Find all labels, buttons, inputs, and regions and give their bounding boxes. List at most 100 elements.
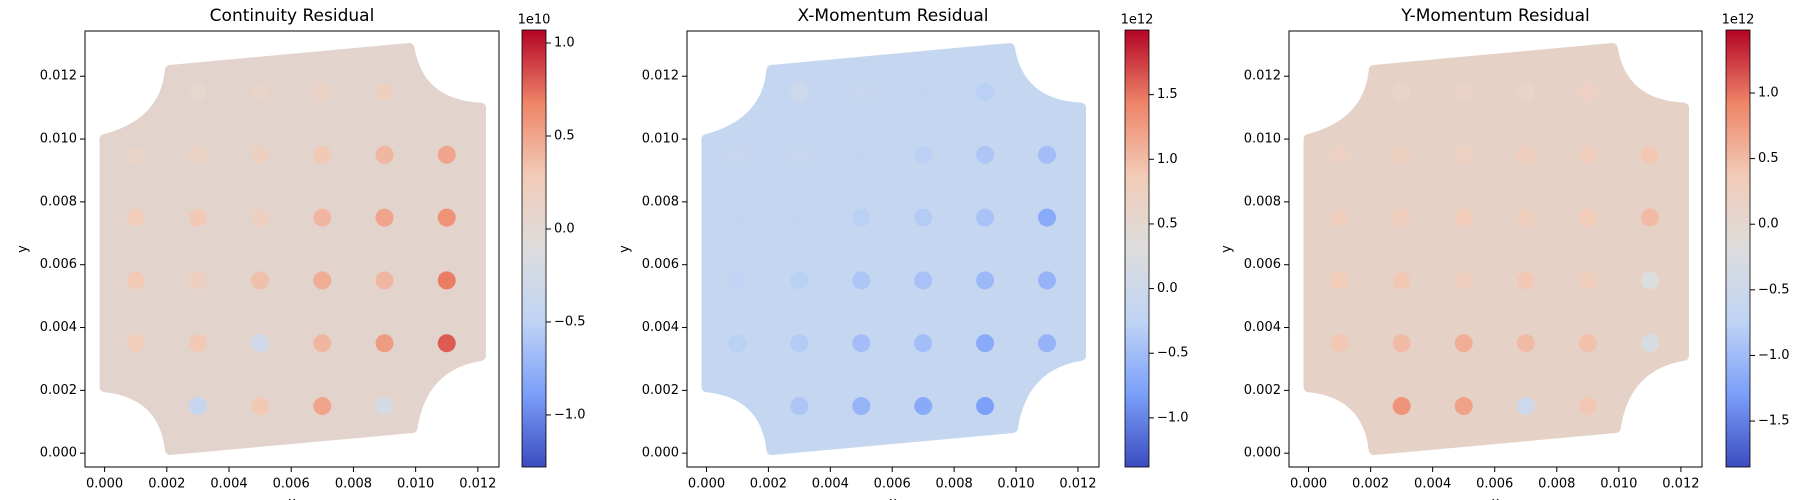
point	[790, 208, 809, 227]
x-tick-label: 0.010	[997, 477, 1034, 492]
y-tick-label: 0.000	[1244, 446, 1281, 461]
x-tick-label: 0.004	[1414, 477, 1451, 492]
point	[1037, 334, 1056, 353]
point	[1578, 82, 1597, 101]
point	[1454, 145, 1473, 164]
y-tick-label: 0.012	[1244, 69, 1281, 84]
point	[251, 82, 270, 101]
x-tick-label: 0.000	[86, 477, 123, 492]
point	[437, 145, 456, 164]
point	[1454, 334, 1473, 353]
point	[1330, 145, 1349, 164]
point	[914, 397, 933, 416]
x-tick-label: 0.008	[936, 477, 973, 492]
x-tick-label: 0.006	[874, 477, 911, 492]
point	[1640, 208, 1659, 227]
point	[188, 397, 207, 416]
x-tick-label: 0.012	[1662, 477, 1699, 492]
x-tick-label: 0.002	[1352, 477, 1389, 492]
point	[852, 145, 871, 164]
point	[976, 145, 995, 164]
x-tick-label: 0.008	[1538, 477, 1575, 492]
point	[1516, 82, 1535, 101]
point	[188, 271, 207, 290]
point	[1037, 145, 1056, 164]
point	[375, 397, 394, 416]
point	[852, 208, 871, 227]
point	[1516, 208, 1535, 227]
x-tick-label: 0.012	[459, 477, 496, 492]
point	[375, 145, 394, 164]
y-axis-label: y	[16, 245, 31, 253]
colorbar-offset: 1e10	[518, 13, 551, 28]
title: X-Momentum Residual	[798, 6, 989, 26]
plot-frame	[686, 30, 1100, 468]
colorbar	[1725, 29, 1751, 468]
point	[790, 271, 809, 290]
y-tick-label: 0.008	[642, 194, 679, 209]
colorbar-tick-label: −0.5	[554, 314, 586, 329]
y-tick-label: 0.002	[642, 383, 679, 398]
point	[1578, 208, 1597, 227]
point	[852, 82, 871, 101]
colorbar-tick-label: 1.0	[1157, 152, 1178, 167]
point	[188, 208, 207, 227]
point	[313, 271, 332, 290]
domain	[701, 42, 1087, 456]
point	[1330, 208, 1349, 227]
point	[251, 208, 270, 227]
point	[251, 397, 270, 416]
y-tick-label: 0.008	[1244, 194, 1281, 209]
colorbar-tick-label: 0.0	[1758, 217, 1779, 232]
x-tick-label: 0.000	[1290, 477, 1327, 492]
point	[1516, 145, 1535, 164]
point	[1516, 334, 1535, 353]
point	[1392, 397, 1411, 416]
point	[852, 397, 871, 416]
x-axis-label: x	[889, 496, 897, 500]
plot-frame	[1288, 30, 1703, 468]
point	[126, 271, 145, 290]
colorbar-tick-label: 0.0	[1157, 281, 1178, 296]
point	[914, 334, 933, 353]
title: Continuity Residual	[210, 6, 375, 26]
y-tick-label: 0.012	[642, 69, 679, 84]
y-tick-label: 0.010	[40, 132, 77, 147]
x-tick-label: 0.000	[688, 477, 725, 492]
colorbar-tick-label: 0.5	[1157, 216, 1178, 231]
colorbar-tick-label: −0.5	[1758, 282, 1790, 297]
point	[313, 397, 332, 416]
x-axis-label: x	[1492, 496, 1500, 500]
point	[1454, 82, 1473, 101]
point	[976, 271, 995, 290]
colorbar	[1124, 29, 1150, 468]
colorbar-tick-label: 0.0	[554, 221, 575, 236]
point	[1454, 208, 1473, 227]
x-tick-label: 0.012	[1059, 477, 1096, 492]
point	[1640, 145, 1659, 164]
colorbar	[521, 29, 547, 468]
point	[852, 271, 871, 290]
point	[313, 82, 332, 101]
point	[1454, 271, 1473, 290]
point	[728, 208, 747, 227]
point	[1037, 271, 1056, 290]
point	[1392, 271, 1411, 290]
point	[790, 334, 809, 353]
point	[728, 145, 747, 164]
colorbar-tick-label: −1.0	[554, 407, 586, 422]
point	[437, 334, 456, 353]
point	[313, 145, 332, 164]
point	[251, 271, 270, 290]
colorbar-tick-label: 0.5	[554, 128, 575, 143]
point	[1392, 82, 1411, 101]
y-tick-label: 0.006	[40, 257, 77, 272]
colorbar-offset: 1e12	[1121, 13, 1154, 28]
colorbar-tick-label: 1.0	[1758, 85, 1779, 100]
point	[976, 334, 995, 353]
point	[1640, 271, 1659, 290]
point	[728, 271, 747, 290]
y-tick-label: 0.004	[642, 320, 679, 335]
point	[790, 145, 809, 164]
x-tick-label: 0.008	[335, 477, 372, 492]
